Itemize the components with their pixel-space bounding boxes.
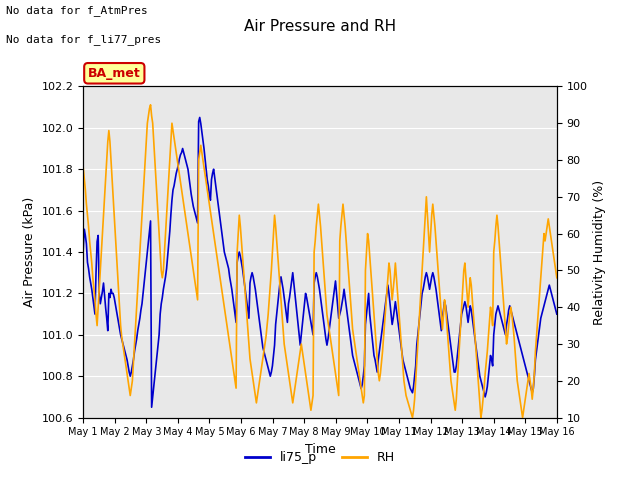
li75_p bbox=[553, 311, 561, 317]
Text: BA_met: BA_met bbox=[88, 67, 141, 80]
X-axis label: Time: Time bbox=[305, 443, 335, 456]
RH bbox=[87, 249, 95, 255]
Text: No data for f_li77_pres: No data for f_li77_pres bbox=[6, 34, 162, 45]
Line: RH: RH bbox=[83, 105, 557, 418]
RH bbox=[79, 165, 87, 170]
Line: li75_p: li75_p bbox=[83, 118, 557, 407]
RH bbox=[250, 385, 258, 391]
Text: No data for f_AtmPres: No data for f_AtmPres bbox=[6, 5, 148, 16]
RH bbox=[239, 253, 246, 259]
li75_p bbox=[196, 115, 204, 120]
li75_p bbox=[148, 404, 156, 410]
li75_p bbox=[87, 280, 95, 286]
RH bbox=[232, 385, 240, 391]
RH bbox=[347, 297, 355, 303]
li75_p bbox=[234, 260, 241, 265]
RH bbox=[246, 356, 254, 361]
RH bbox=[147, 102, 154, 108]
Text: Air Pressure and RH: Air Pressure and RH bbox=[244, 19, 396, 34]
li75_p bbox=[247, 274, 255, 280]
li75_p bbox=[240, 274, 248, 280]
Y-axis label: Relativity Humidity (%): Relativity Humidity (%) bbox=[593, 180, 606, 324]
Y-axis label: Air Pressure (kPa): Air Pressure (kPa) bbox=[23, 197, 36, 307]
Legend: li75_p, RH: li75_p, RH bbox=[240, 446, 400, 469]
RH bbox=[408, 415, 416, 420]
li75_p bbox=[79, 247, 87, 253]
li75_p bbox=[348, 344, 355, 350]
RH bbox=[553, 275, 561, 281]
li75_p bbox=[252, 287, 259, 292]
